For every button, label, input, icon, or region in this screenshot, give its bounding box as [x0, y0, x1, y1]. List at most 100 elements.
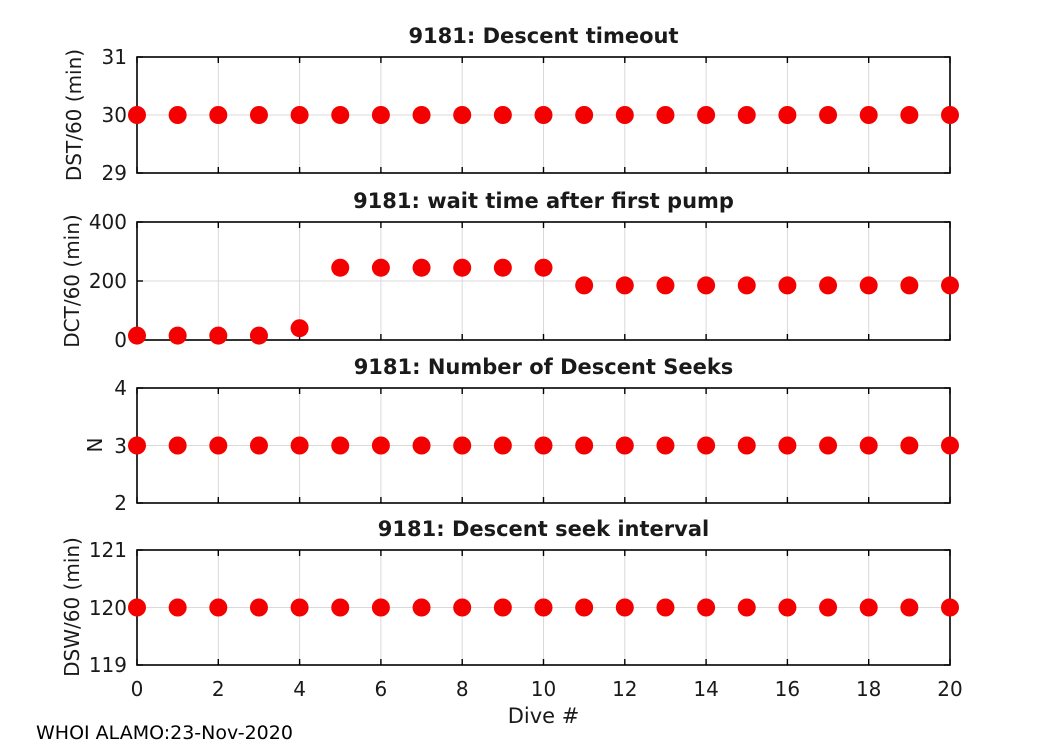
data-point [331, 106, 350, 124]
subplot-1-title: 9181: Descent timeout [408, 24, 679, 48]
data-point [900, 106, 919, 124]
data-point [615, 436, 634, 455]
data-point [290, 598, 309, 617]
data-point [493, 598, 512, 617]
data-point [128, 436, 146, 455]
data-point [941, 436, 959, 455]
x-tick-label: 6 [374, 677, 388, 701]
data-point [819, 598, 838, 617]
data-point [493, 258, 512, 277]
data-point [819, 436, 838, 455]
subplot-1-y-tick-label: 29 [101, 161, 127, 185]
subplot-2-title: 9181: wait time after first pump [353, 189, 734, 213]
data-point [412, 436, 431, 455]
data-point [453, 436, 472, 455]
data-point [209, 598, 228, 617]
subplot-4-plot-area [128, 549, 959, 666]
data-point [737, 106, 756, 124]
data-point [249, 106, 268, 124]
subplot-1-plot-area [128, 56, 959, 174]
x-tick-label: 16 [774, 677, 801, 701]
subplot-4-y-tick-label: 121 [88, 538, 127, 562]
data-point [371, 598, 390, 617]
data-point [615, 276, 634, 295]
data-point [128, 326, 146, 345]
data-point [697, 436, 716, 455]
subplot-1-y-tick-label: 30 [101, 103, 127, 127]
data-point [453, 106, 472, 124]
data-point [575, 106, 594, 124]
data-point [168, 106, 187, 124]
data-point [371, 106, 390, 124]
data-point [209, 326, 228, 345]
data-point [128, 598, 146, 617]
data-point [209, 436, 228, 455]
data-point [778, 436, 797, 455]
data-point [819, 106, 838, 124]
data-point [900, 436, 919, 455]
subplot-3-y-tick-label: 2 [114, 491, 127, 515]
subplot-2-y-tick-label: 400 [88, 210, 127, 234]
subplot-4-y-tick-label: 120 [88, 595, 127, 620]
data-point [778, 598, 797, 617]
subplot-4-y-tick-label: 119 [88, 653, 127, 677]
subplot-2-y-tick-label: 0 [114, 328, 127, 352]
data-point [737, 598, 756, 617]
data-point [453, 258, 472, 277]
data-point [168, 436, 187, 455]
data-point [331, 436, 350, 455]
data-point [534, 598, 553, 617]
data-point [575, 436, 594, 455]
data-point [900, 276, 919, 295]
data-point [615, 106, 634, 124]
data-point [412, 258, 431, 277]
data-point [737, 436, 756, 455]
x-tick-label: 12 [612, 677, 638, 701]
data-point [778, 106, 797, 124]
data-point [412, 598, 431, 617]
data-point [941, 598, 959, 617]
data-point [615, 598, 634, 617]
data-point [737, 276, 756, 295]
data-point [656, 106, 675, 124]
x-tick-label: 4 [293, 677, 306, 701]
data-point [941, 276, 959, 295]
data-point [900, 598, 919, 617]
data-point [859, 436, 878, 455]
subplot-1-y-tick-label: 31 [101, 45, 127, 69]
data-point [412, 106, 431, 124]
data-point [493, 106, 512, 124]
data-point [331, 598, 350, 617]
data-point [656, 276, 675, 295]
data-point [697, 276, 716, 295]
data-point [575, 598, 594, 617]
subplot-2-y-tick-label: 200 [88, 269, 127, 293]
subplot-3-title: 9181: Number of Descent Seeks [353, 355, 734, 379]
data-point [168, 598, 187, 617]
data-point [534, 436, 553, 455]
data-point [534, 258, 553, 277]
data-point [697, 598, 716, 617]
data-point [249, 436, 268, 455]
subplot-2-plot-area [128, 221, 959, 345]
subplot-4-title: 9181: Descent seek interval [377, 517, 710, 541]
data-point [209, 106, 228, 124]
data-point [656, 598, 675, 617]
x-tick-label: 8 [455, 677, 469, 701]
x-tick-label: 20 [937, 677, 963, 701]
data-point [290, 106, 309, 124]
data-point [290, 319, 309, 338]
data-point [493, 436, 512, 455]
x-tick-label: 0 [130, 677, 144, 701]
subplot-3-y-tick-label: 3 [114, 433, 127, 458]
x-axis-label: Dive # [507, 704, 580, 728]
data-point [290, 436, 309, 455]
figure-footer-text: WHOI ALAMO:23-Nov-2020 [36, 722, 293, 744]
data-point [697, 106, 716, 124]
data-point [534, 106, 553, 124]
x-tick-label: 2 [211, 677, 225, 701]
data-point [331, 258, 350, 277]
x-tick-label: 14 [693, 677, 719, 701]
data-point [575, 276, 594, 295]
